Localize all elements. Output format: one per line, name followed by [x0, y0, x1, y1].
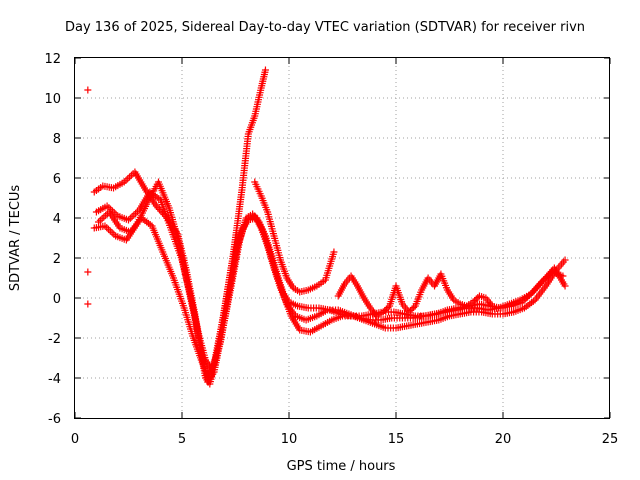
y-tick-label: -4	[48, 372, 61, 387]
data-point	[100, 213, 108, 221]
y-tick-label: 6	[53, 172, 61, 187]
data-point	[405, 308, 413, 316]
data-point-outlier	[84, 268, 92, 276]
y-tick-label: 8	[53, 132, 61, 147]
data-point	[410, 304, 418, 311]
data-point	[537, 279, 545, 287]
data-point-outlier	[84, 300, 92, 308]
data-point	[152, 202, 160, 210]
data-point	[127, 171, 135, 179]
x-tick-label: 5	[178, 432, 186, 447]
chart-title: Day 136 of 2025, Sidereal Day-to-day VTE…	[65, 20, 585, 35]
data-point	[379, 308, 387, 316]
y-tick-label: 12	[44, 52, 61, 67]
y-axis-ticks: -6 -4 -2 0 2 4 6 8 10 12	[44, 52, 610, 427]
data-point	[534, 283, 542, 291]
data-point	[474, 294, 482, 301]
data-point	[261, 66, 269, 74]
data-point	[540, 276, 548, 284]
data-point	[384, 304, 392, 311]
data-point	[529, 288, 537, 296]
x-tick-label: 15	[388, 432, 405, 447]
data-point	[561, 256, 569, 264]
data-point	[471, 297, 479, 304]
y-tick-label: 0	[53, 292, 61, 307]
data-point	[546, 269, 554, 277]
data-point	[543, 273, 551, 281]
data-point	[126, 173, 134, 181]
data-point	[98, 215, 106, 223]
data-point	[541, 274, 549, 282]
x-axis-label: GPS time / hours	[287, 459, 396, 474]
data-point	[532, 285, 540, 293]
data-point-outlier	[84, 86, 92, 94]
data-point	[124, 175, 132, 183]
data-point	[108, 229, 116, 237]
data-point	[406, 307, 414, 314]
y-tick-label: -6	[48, 412, 61, 427]
x-tick-label: 10	[281, 432, 298, 447]
data-point	[382, 305, 390, 313]
y-tick-label: 4	[53, 212, 61, 227]
data-point	[469, 298, 477, 306]
y-tick-label: 2	[53, 252, 61, 267]
data-point	[381, 307, 389, 314]
data-point	[330, 248, 338, 256]
x-tick-label: 0	[71, 432, 79, 447]
data-point	[106, 227, 114, 235]
y-axis-label: SDTVAR / TECUs	[8, 185, 23, 292]
data-point	[154, 204, 162, 212]
data-point	[408, 305, 416, 313]
y-tick-label: -2	[48, 332, 61, 347]
data-point	[96, 216, 104, 224]
data-point	[544, 271, 552, 279]
plot-frame	[74, 57, 610, 419]
data-point	[488, 302, 496, 310]
data-point	[561, 282, 569, 290]
data-point	[530, 286, 538, 294]
data-point	[538, 278, 546, 286]
x-tick-label: 25	[602, 432, 619, 447]
data-point	[126, 214, 134, 222]
grid-lines	[75, 58, 610, 418]
data-point	[130, 211, 138, 219]
data-point	[472, 295, 480, 303]
data-point	[103, 224, 111, 232]
x-tick-label: 20	[495, 432, 512, 447]
data-points	[84, 66, 569, 388]
data-point	[535, 281, 543, 289]
x-axis-ticks: 0 5 10 15 20 25	[71, 58, 618, 447]
y-tick-label: 10	[44, 92, 61, 107]
